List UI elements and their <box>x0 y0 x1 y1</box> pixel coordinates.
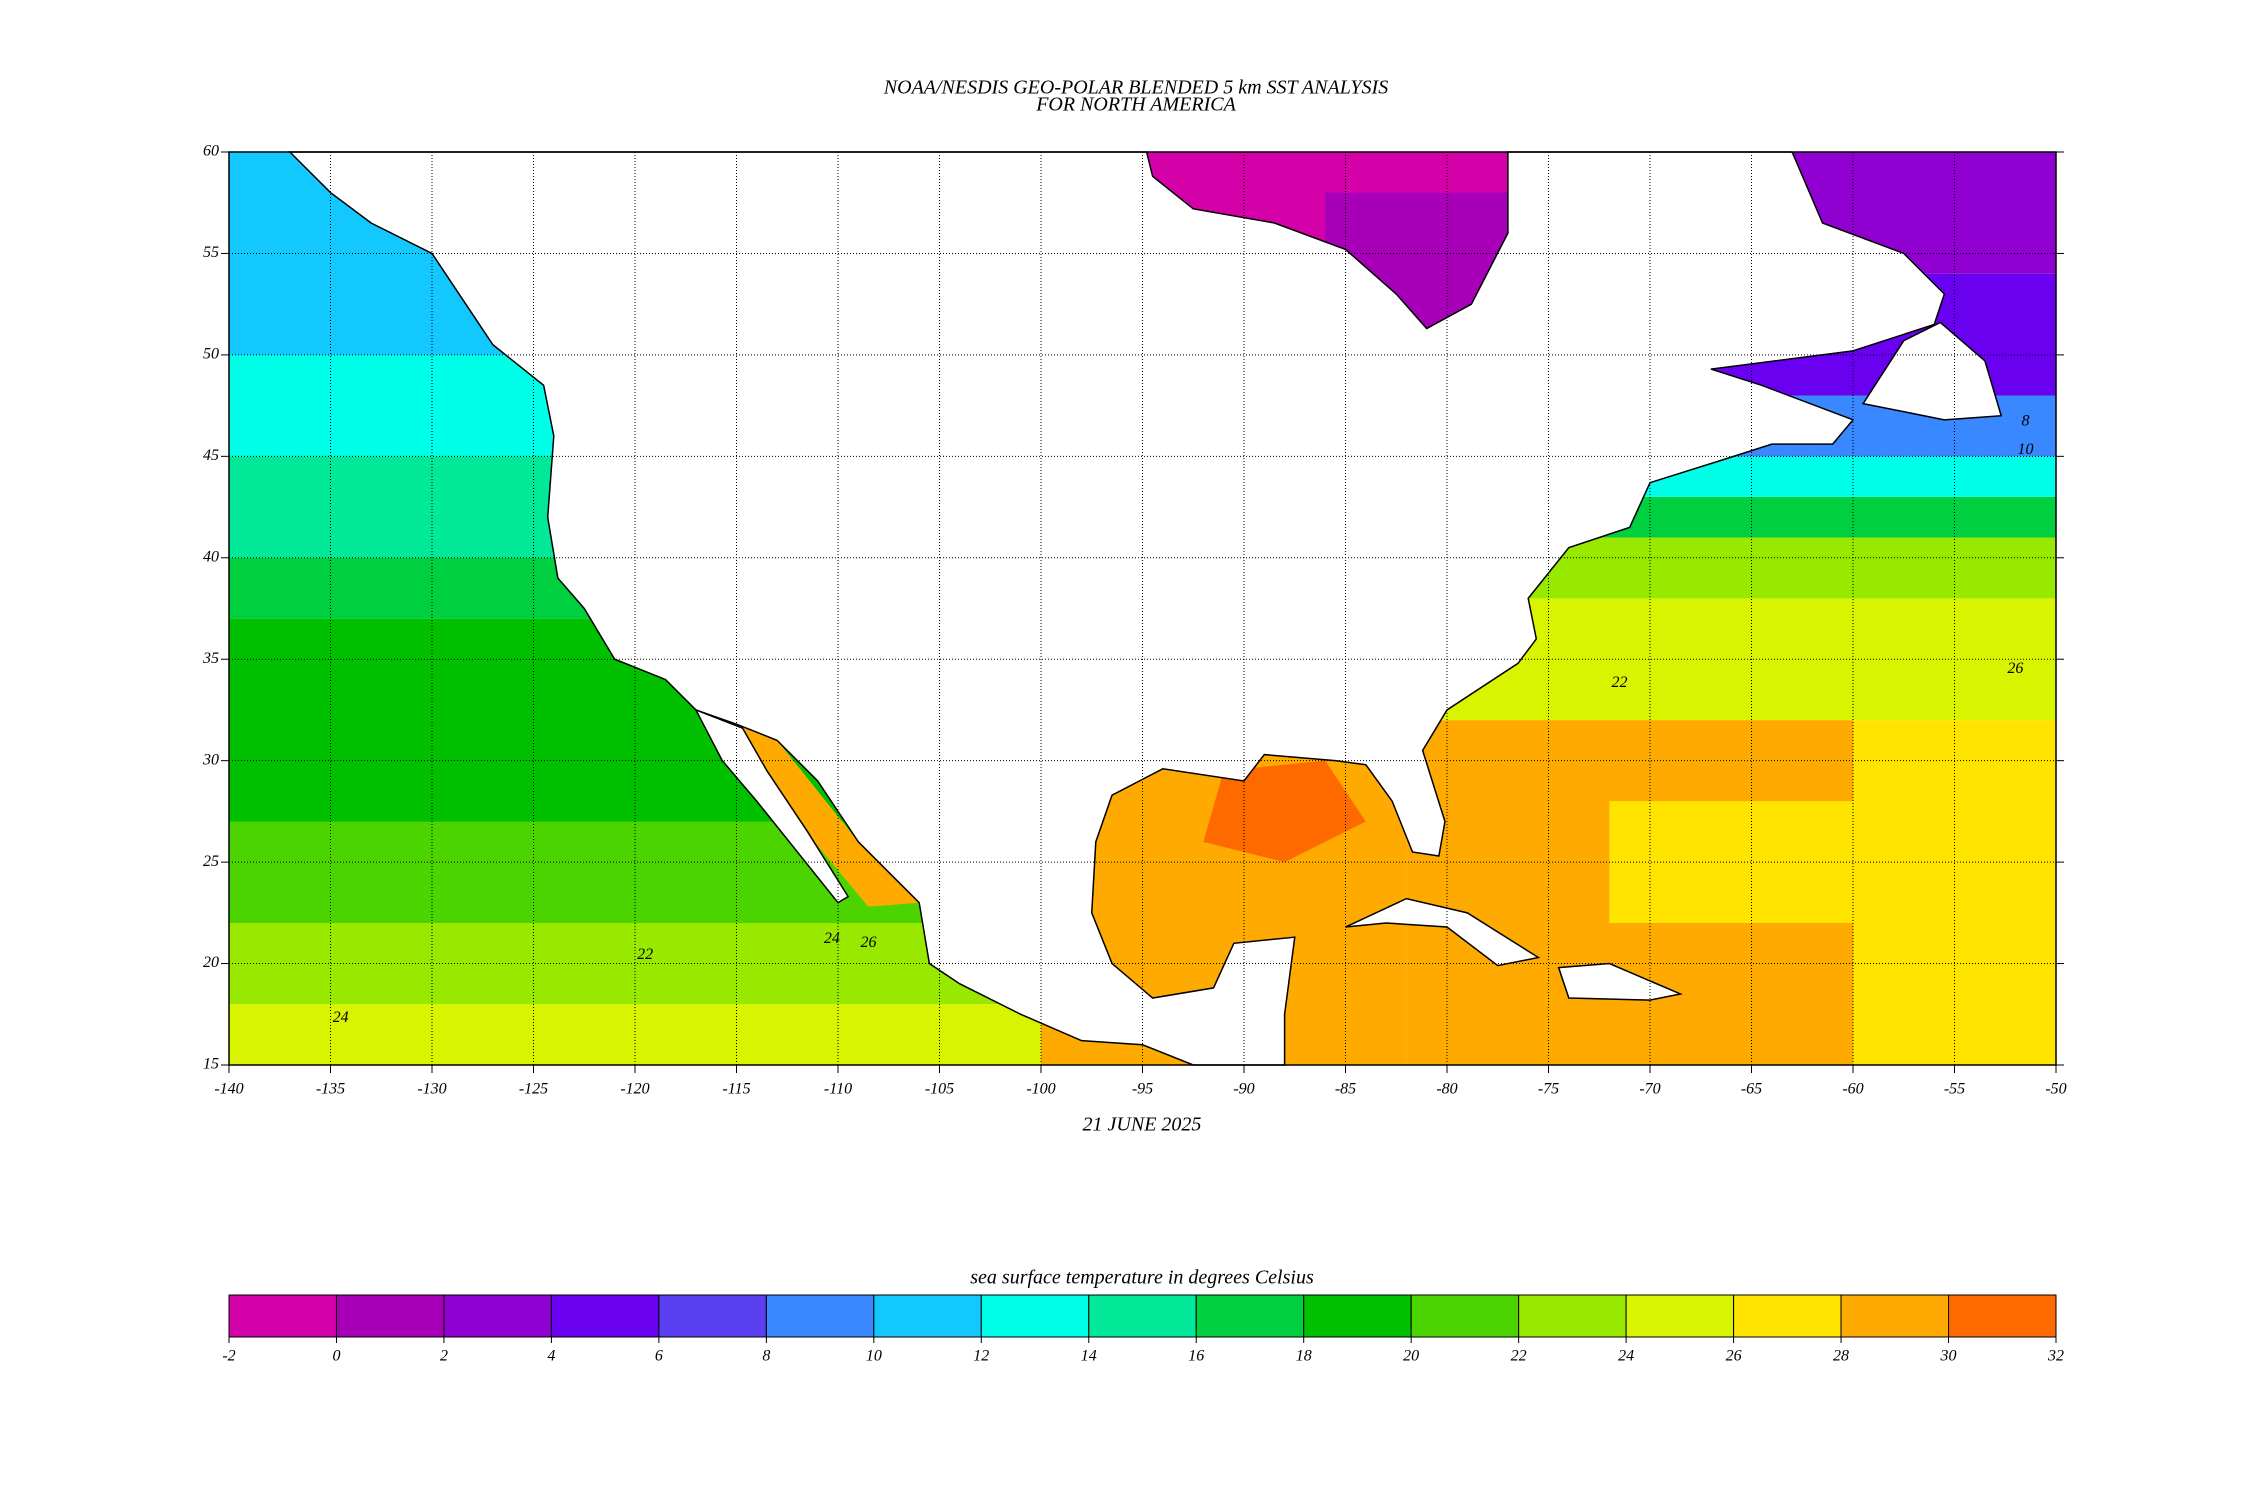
sst-region <box>1406 598 2056 721</box>
y-tick-label: 60 <box>203 143 219 160</box>
colorbar-swatch <box>1303 1294 1412 1338</box>
x-tick-label: -75 <box>1538 1081 1559 1098</box>
colorbar-swatch <box>1518 1294 1627 1338</box>
colorbar-swatch <box>1948 1294 2057 1338</box>
colorbar-swatch <box>443 1294 552 1338</box>
title-line-2: FOR NORTH AMERICA <box>1035 94 1236 116</box>
colorbar-tick-label: 18 <box>1296 1348 1312 1365</box>
y-tick-label: 15 <box>203 1056 219 1073</box>
colorbar-tick-label: 32 <box>2047 1348 2064 1365</box>
y-tick-label: 20 <box>203 954 219 971</box>
y-tick-label: 45 <box>203 447 219 464</box>
colorbar-tick-label: 8 <box>762 1348 770 1365</box>
colorbar-swatch <box>765 1294 875 1338</box>
colorbar-tick-label: 26 <box>1726 1348 1742 1365</box>
contour-label: 26 <box>2007 660 2023 677</box>
contour-label: 22 <box>1612 674 1628 691</box>
colorbar: -2 0 2 4 6 8 10 12 14 16 18 20 22 24 26 28 30 32 <box>222 1294 2064 1365</box>
x-tick-label: -70 <box>1639 1081 1660 1098</box>
colorbar-tick-label: 4 <box>547 1348 555 1365</box>
contour-label: 26 <box>860 934 876 951</box>
x-tick-label: -105 <box>925 1081 954 1098</box>
x-tick-label: -125 <box>519 1081 548 1098</box>
x-tick-label: -115 <box>722 1081 750 1098</box>
y-tick-label: 50 <box>203 346 219 363</box>
land <box>1557 962 1683 1001</box>
colorbar-swatch <box>658 1294 767 1338</box>
x-tick-label: -50 <box>2045 1081 2066 1098</box>
x-tick-label: -80 <box>1436 1081 1457 1098</box>
colorbar-swatch <box>228 1294 337 1338</box>
colorbar-swatch <box>335 1294 445 1338</box>
x-tick-label: -60 <box>1842 1081 1863 1098</box>
x-tick-label: -120 <box>620 1081 649 1098</box>
x-tick-label: -85 <box>1335 1081 1356 1098</box>
contour-label: 22 <box>637 946 653 963</box>
land <box>288 151 1946 1066</box>
colorbar-tick-label: -2 <box>222 1348 235 1365</box>
colorbar-swatch <box>1840 1294 1950 1338</box>
colorbar-swatch <box>550 1294 660 1338</box>
sst-region <box>1406 537 2056 599</box>
colorbar-swatch <box>1733 1294 1842 1338</box>
sst-region <box>736 724 920 907</box>
x-tick-label: -95 <box>1132 1081 1153 1098</box>
x-tick-label: -140 <box>214 1081 243 1098</box>
colorbar-tick-label: 0 <box>332 1348 340 1365</box>
colorbar-swatch <box>1088 1294 1197 1338</box>
contour-label: 24 <box>333 1009 349 1026</box>
colorbar-tick-label: 6 <box>655 1348 663 1365</box>
x-tick-label: -100 <box>1026 1081 1055 1098</box>
colorbar-tick-label: 16 <box>1188 1348 1204 1365</box>
colorbar-tick-label: 2 <box>440 1348 448 1365</box>
colorbar-swatch <box>980 1294 1090 1338</box>
title-line-1: NOAA/NESDIS GEO-POLAR BLENDED 5 km SST A… <box>883 77 1388 99</box>
colorbar-tick-label: 12 <box>973 1348 989 1365</box>
x-tick-label: -90 <box>1233 1081 1254 1098</box>
colorbar-swatch <box>1195 1294 1305 1338</box>
map: -140 -135 -130 -125 -120 -115 -110 -105 -100 -95 -… <box>202 143 2067 1098</box>
y-tick-label: 55 <box>203 244 219 261</box>
y-tick-label: 40 <box>203 548 219 565</box>
y-tick-label: 25 <box>203 853 219 870</box>
x-tick-label: -130 <box>417 1081 446 1098</box>
colorbar-swatch <box>873 1294 982 1338</box>
colorbar-tick-label: 14 <box>1081 1348 1097 1365</box>
x-tick-label: -110 <box>824 1081 852 1098</box>
colorbar-swatch <box>1625 1294 1735 1338</box>
y-tick-label: 30 <box>202 751 219 768</box>
colorbar-tick-label: 22 <box>1511 1348 1527 1365</box>
contour-label: 10 <box>2018 441 2034 458</box>
land <box>1345 897 1541 967</box>
colorbar-label: sea surface temperature in degrees Celsi… <box>970 1267 1314 1289</box>
contour-label: 8 <box>2022 413 2030 430</box>
colorbar-tick-label: 20 <box>1403 1348 1419 1365</box>
land <box>694 708 850 904</box>
land <box>1861 321 2003 421</box>
colorbar-tick-label: 10 <box>866 1348 882 1365</box>
date: 21 JUNE 2025 <box>1083 1114 1202 1136</box>
contour-label: 24 <box>824 930 840 947</box>
colorbar-tick-label: 28 <box>1833 1348 1849 1365</box>
x-tick-label: -65 <box>1741 1081 1762 1098</box>
colorbar-swatch <box>1410 1294 1520 1338</box>
sst-region <box>1609 801 2056 923</box>
colorbar-tick-label: 24 <box>1618 1348 1634 1365</box>
y-tick-label: 35 <box>202 650 219 667</box>
x-tick-label: -55 <box>1944 1081 1965 1098</box>
colorbar-tick-label: 30 <box>1940 1348 1957 1365</box>
x-tick-label: -135 <box>316 1081 345 1098</box>
